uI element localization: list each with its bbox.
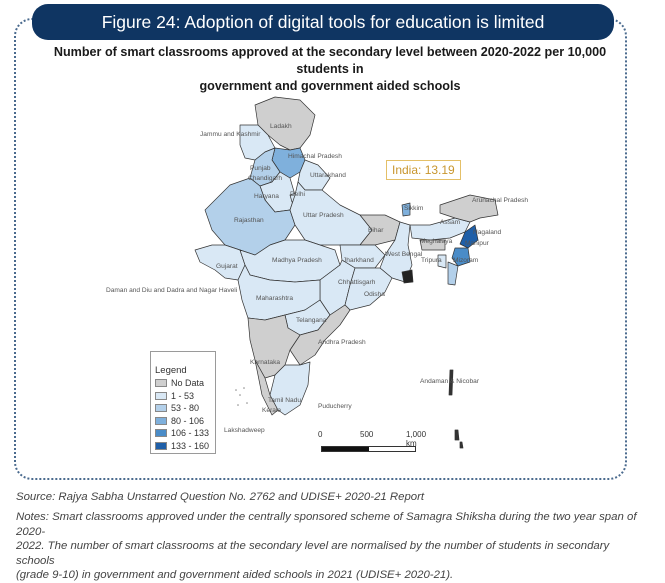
region-meghalaya: [419, 239, 446, 251]
region-bihar: [359, 214, 401, 246]
label-gujarat: Gujarat: [216, 263, 238, 270]
label-rajasthan: Rajasthan: [234, 217, 264, 224]
legend-swatch: [155, 429, 167, 438]
region-sundarbans: [401, 269, 414, 284]
legend-title: Legend: [155, 365, 187, 376]
label-mizoram: Mizoram: [453, 257, 479, 264]
legend-label: 133 - 160: [171, 440, 210, 451]
label-puducherry: Puducherry: [318, 403, 352, 410]
lakshadweep-dots: [235, 387, 248, 406]
legend-swatch: [155, 416, 167, 425]
region-sikkim: [401, 202, 411, 217]
label-uttarakhand: Uttarakhand: [310, 172, 346, 179]
label-tamil-nadu: Tamil Nadu: [268, 397, 301, 404]
region-tripura: [437, 254, 447, 269]
label-chhattisgarh: Chhattisgarh: [338, 279, 376, 286]
legend-item: No Data: [155, 377, 211, 390]
label-meghalaya: Meghalaya: [420, 238, 453, 245]
label-odisha: Odisha: [364, 291, 385, 298]
legend-label: 80 - 106: [171, 415, 205, 426]
label-ladakh: Ladakh: [270, 123, 292, 130]
region-tamil-nadu: [269, 361, 311, 416]
india-choropleth-map: Ladakh Jammu and Kashmir Himachal Prades…: [106, 96, 528, 449]
label-madhya-pradesh: Madhya Pradesh: [272, 257, 322, 264]
label-bihar: Bihar: [368, 227, 384, 234]
label-jharkhand: Jharkhand: [343, 257, 374, 264]
legend-label: No Data: [171, 378, 205, 389]
subtitle-line-2: government and government aided schools: [199, 79, 461, 93]
label-jammu-kashmir: Jammu and Kashmir: [200, 131, 261, 138]
label-lakshadweep: Lakshadweep: [224, 427, 265, 434]
notes-line-2: 2022. The number of smart classrooms at …: [16, 540, 610, 567]
region-arunachal-pradesh: [439, 194, 499, 223]
legend-swatch: [155, 391, 167, 400]
legend-label: 1 - 53: [171, 390, 195, 401]
label-maharashtra: Maharashtra: [256, 295, 293, 302]
label-manipur: Manipur: [465, 240, 490, 247]
label-karnataka: Karnataka: [250, 359, 280, 366]
legend-swatch: [155, 379, 167, 388]
label-west-bengal: West Bengal: [385, 251, 423, 258]
label-chandigarh: Chandigarh: [248, 175, 282, 182]
notes-line-1: Notes: Smart classrooms approved under t…: [16, 511, 637, 538]
source-note: Source: Rajya Sabha Unstarred Question N…: [16, 491, 425, 503]
scale-bar-graphic: [321, 446, 416, 452]
label-delhi: Delhi: [290, 191, 306, 198]
notes-line-3: (grade 9-10) in government and governmen…: [16, 569, 454, 581]
label-sikkim: Sikkim: [404, 205, 424, 212]
region-odisha: [344, 267, 393, 311]
legend-swatch: [155, 441, 167, 450]
region-mizoram: [447, 261, 459, 286]
legend-item: 1 - 53: [155, 390, 211, 403]
legend-label: 53 - 80: [171, 403, 200, 414]
label-uttar-pradesh: Uttar Pradesh: [303, 212, 344, 219]
region-manipur: [451, 247, 471, 267]
region-karnataka: [247, 314, 301, 379]
legend-item: 80 - 106: [155, 415, 211, 428]
label-andhra-pradesh: Andhra Pradesh: [318, 339, 366, 346]
label-himachal-pradesh: Himachal Pradesh: [288, 153, 342, 160]
label-tripura: Tripura: [421, 257, 442, 264]
legend-item: 133 - 160: [155, 440, 211, 453]
label-haryana: Haryana: [254, 193, 279, 200]
label-telangana: Telangana: [296, 317, 327, 324]
label-andaman-nicobar: Andaman & Nicobar: [420, 378, 480, 385]
region-nagaland: [459, 224, 479, 249]
scale-tick-0: 0: [318, 430, 323, 439]
label-assam: Assam: [440, 219, 461, 226]
label-kerala: Kerala: [262, 407, 281, 414]
label-daman-diu-dnh: Daman and Diu and Dadra and Nagar Haveli: [106, 287, 238, 294]
legend-label: 106 - 133: [171, 428, 210, 439]
label-arunachal: Arunachal Pradesh: [472, 197, 528, 204]
legend-swatch: [155, 404, 167, 413]
label-nagaland: Nagaland: [473, 229, 502, 236]
subtitle-line-1: Number of smart classrooms approved at t…: [53, 45, 607, 76]
map-legend: Legend No Data 1 - 53 53 - 80 80 - 106 1…: [150, 351, 216, 454]
legend-item: 106 - 133: [155, 427, 211, 440]
notes: Notes: Smart classrooms approved under t…: [16, 510, 646, 583]
region-andaman-nicobar: [448, 369, 454, 396]
national-value-badge: India: 13.19: [386, 160, 461, 180]
region-andhra-pradesh: [289, 304, 351, 366]
label-punjab: Punjab: [250, 165, 271, 172]
figure-subtitle: Number of smart classrooms approved at t…: [30, 44, 630, 95]
scale-tick-1000: 1,000 km: [406, 430, 427, 448]
legend-item: 53 - 80: [155, 402, 211, 415]
figure-title: Figure 24: Adoption of digital tools for…: [32, 4, 614, 40]
scale-tick-500: 500: [360, 430, 374, 439]
